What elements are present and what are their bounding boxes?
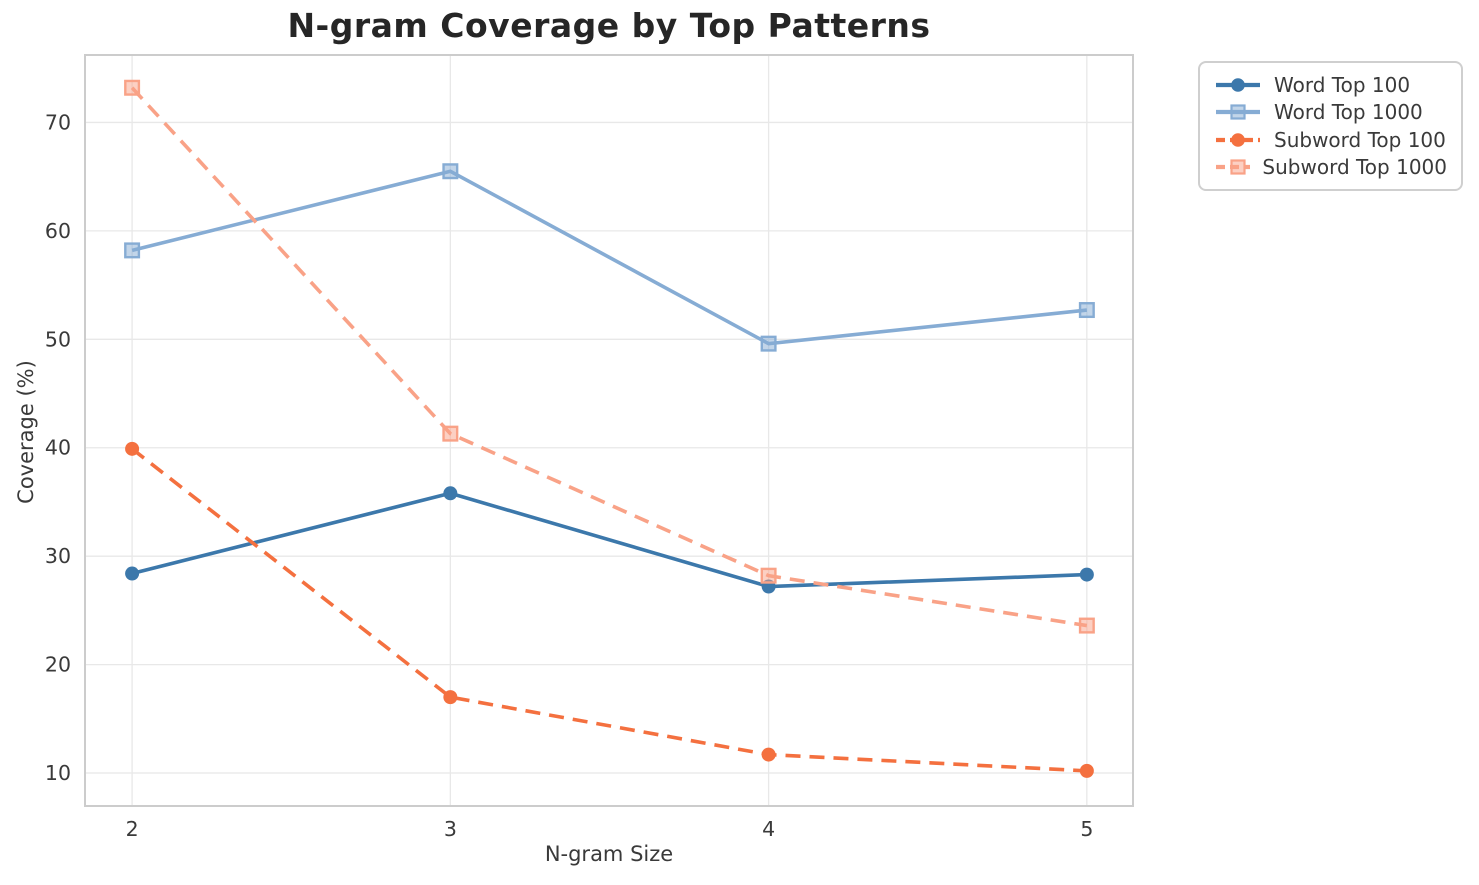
- data-point-word-top-1000: [442, 163, 459, 180]
- legend-item-subword-top-100: Subword Top 100: [1214, 128, 1447, 152]
- legend-marker-subword-top-1000: [1216, 159, 1251, 175]
- data-point-subword-top-1000: [1078, 617, 1095, 634]
- data-point-word-top-100: [443, 486, 458, 501]
- data-point-word-top-1000: [760, 335, 777, 352]
- legend-label: Subword Top 100: [1274, 127, 1446, 152]
- legend-marker-word-top-100: [1216, 77, 1260, 92]
- chart-title: N-gram Coverage by Top Patterns: [287, 6, 931, 45]
- x-axis-label: N-gram Size: [544, 842, 674, 866]
- x-tick-label: 5: [1080, 817, 1093, 841]
- legend-marker-subword-top-100: [1216, 132, 1260, 147]
- legend-label: Word Top 1000: [1274, 100, 1423, 125]
- series-line-subword-top-1000: [130, 86, 1088, 628]
- series-line-word-top-100: [131, 491, 1087, 589]
- legend: Word Top 100 Word Top 1000 Subword Top 100…: [1198, 61, 1463, 191]
- legend-item-word-top-100: Word Top 100: [1214, 73, 1447, 97]
- data-point-word-top-100: [125, 566, 140, 581]
- data-point-subword-top-100: [443, 690, 458, 705]
- y-tick-label: 70: [45, 110, 71, 134]
- x-tick-label: 3: [444, 817, 457, 841]
- series-line-subword-top-100: [130, 447, 1087, 773]
- data-point-subword-top-1000: [760, 567, 777, 584]
- data-point-subword-top-100: [1079, 763, 1094, 778]
- plot-border: [84, 54, 1134, 807]
- x-tick-label: 2: [126, 817, 139, 841]
- y-tick-label: 20: [45, 653, 71, 677]
- legend-label: Subword Top 1000: [1262, 155, 1447, 180]
- x-tick-label: 4: [762, 817, 775, 841]
- legend-marker-word-top-1000: [1216, 104, 1260, 120]
- data-point-subword-top-100: [125, 441, 140, 456]
- y-tick-label: 60: [45, 219, 71, 243]
- y-tick-label: 30: [45, 544, 71, 568]
- legend-label: Word Top 100: [1274, 72, 1411, 97]
- y-tick-label: 10: [45, 761, 71, 785]
- legend-item-word-top-1000: Word Top 1000: [1214, 100, 1447, 124]
- data-point-subword-top-1000: [124, 79, 141, 96]
- series-line-word-top-1000: [131, 169, 1088, 346]
- data-point-word-top-100: [1079, 567, 1094, 582]
- data-point-word-top-1000: [124, 242, 141, 259]
- data-point-word-top-1000: [1078, 302, 1095, 319]
- data-point-subword-top-1000: [442, 425, 459, 442]
- y-tick-label: 40: [45, 436, 71, 460]
- y-tick-label: 50: [45, 327, 71, 351]
- data-point-subword-top-100: [761, 747, 776, 762]
- legend-item-subword-top-1000: Subword Top 1000: [1214, 155, 1447, 179]
- y-axis-label: Coverage (%): [14, 360, 38, 504]
